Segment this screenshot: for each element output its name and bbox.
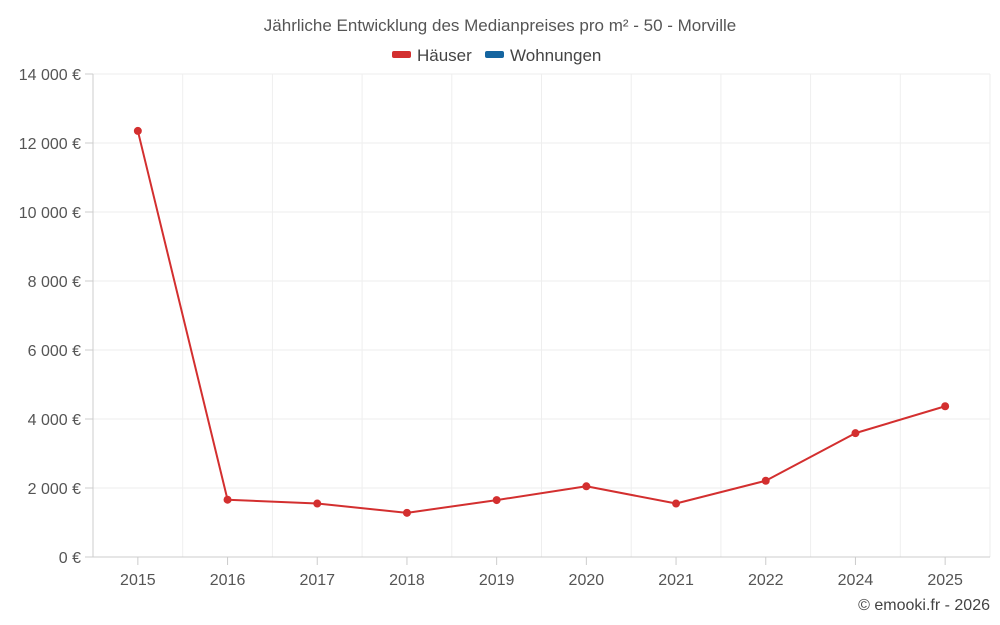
data-point[interactable] — [582, 482, 591, 491]
x-tick-label: 2017 — [299, 572, 335, 589]
data-point[interactable] — [133, 126, 142, 135]
y-tick-label: 8 000 € — [28, 274, 81, 291]
legend-swatch-haeuser — [392, 51, 411, 58]
legend-item-haeuser[interactable]: Häuser — [392, 46, 472, 65]
data-point[interactable] — [313, 499, 322, 508]
legend-item-wohnungen[interactable]: Wohnungen — [485, 46, 601, 65]
y-tick-label: 12 000 € — [19, 136, 81, 153]
x-tick-label: 2015 — [120, 572, 156, 589]
legend: Häuser Wohnungen — [392, 46, 601, 65]
legend-label-wohnungen: Wohnungen — [510, 46, 601, 65]
data-point[interactable] — [851, 429, 860, 438]
chart-title: Jährliche Entwicklung des Medianpreises … — [264, 16, 736, 35]
data-point[interactable] — [941, 402, 950, 411]
y-tick-label: 10 000 € — [19, 205, 81, 222]
axes: 0 € 2 000 € 4 000 € 6 000 € 8 000 € 10 000 € 1… — [19, 67, 990, 589]
x-tick-label: 2019 — [479, 572, 515, 589]
y-tick-label: 2 000 € — [28, 481, 81, 498]
series-layer — [133, 126, 950, 517]
x-tick-label: 2024 — [838, 572, 874, 589]
y-tick-label: 6 000 € — [28, 343, 81, 360]
y-tick-label: 0 € — [59, 550, 81, 567]
legend-swatch-wohnungen — [485, 51, 504, 58]
series-line-0 — [136, 130, 946, 514]
data-point[interactable] — [672, 499, 681, 508]
y-tick-label: 4 000 € — [28, 412, 81, 429]
grid — [92, 73, 991, 558]
y-tick-label: 14 000 € — [19, 67, 81, 84]
data-point[interactable] — [761, 476, 770, 485]
data-point[interactable] — [223, 495, 232, 504]
x-tick-label: 2018 — [389, 572, 425, 589]
x-tick-label: 2022 — [748, 572, 784, 589]
x-tick-label: 2016 — [210, 572, 246, 589]
x-tick-label: 2020 — [569, 572, 605, 589]
legend-label-haeuser: Häuser — [417, 46, 472, 65]
data-point[interactable] — [492, 496, 501, 505]
x-tick-label: 2025 — [927, 572, 963, 589]
x-tick-label: 2021 — [658, 572, 694, 589]
credit-text: © emooki.fr - 2026 — [858, 597, 990, 614]
data-point[interactable] — [402, 508, 411, 517]
